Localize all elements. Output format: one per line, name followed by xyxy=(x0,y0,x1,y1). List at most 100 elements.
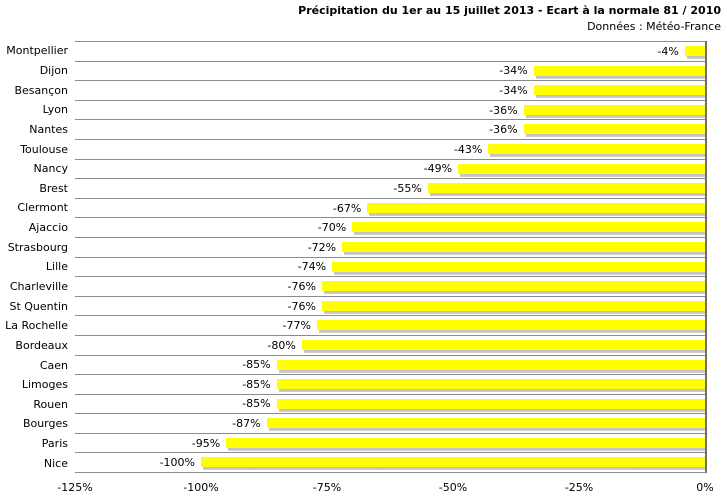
bar-row: -72% xyxy=(75,236,705,257)
bar-row: -36% xyxy=(75,99,705,120)
value-label: -76% xyxy=(287,299,316,313)
bar xyxy=(342,241,705,252)
value-label: -49% xyxy=(423,162,453,176)
bar xyxy=(352,222,705,233)
value-label: -70% xyxy=(317,221,347,235)
bar-row: -36% xyxy=(75,119,705,139)
category-label: Bourges xyxy=(22,417,68,431)
category-label: Charleville xyxy=(9,280,68,293)
bar xyxy=(321,281,705,292)
value-label: -34% xyxy=(499,64,528,78)
bar xyxy=(266,418,705,429)
value-label: -76% xyxy=(287,279,316,293)
category-label: Montpellier xyxy=(6,44,68,58)
bar xyxy=(488,143,705,154)
value-label: -77% xyxy=(282,319,311,333)
value-label: -43% xyxy=(453,142,483,156)
bar xyxy=(276,359,705,370)
value-label: -80% xyxy=(267,338,296,352)
value-label: -36% xyxy=(489,123,518,137)
x-tick-label: -125% xyxy=(57,481,93,494)
value-label: -85% xyxy=(242,358,271,372)
bar xyxy=(226,437,705,448)
category-label: Toulouse xyxy=(20,142,68,156)
category-label: Bordeaux xyxy=(15,338,68,352)
bar-row: -100% xyxy=(75,452,705,472)
bar xyxy=(321,300,705,311)
bar-row: -34% xyxy=(75,80,705,100)
bar xyxy=(684,46,705,56)
category-axis: Montpellier Dijon Besançon Lyon Nantes Toulou… xyxy=(0,41,68,473)
bar-row: -34% xyxy=(75,60,705,81)
bar xyxy=(533,85,705,96)
bar-row: -85% xyxy=(75,393,705,414)
bar-row: -85% xyxy=(75,354,705,375)
bar-row: -55% xyxy=(75,178,705,198)
bar-row: -87% xyxy=(75,413,705,433)
category-label: Brest xyxy=(39,181,68,195)
chart-title: Précipitation du 1er au 15 juillet 2013 … xyxy=(298,4,721,17)
category-label: Ajaccio xyxy=(28,221,68,235)
value-label: -74% xyxy=(297,260,327,274)
bar-row: -95% xyxy=(75,432,705,453)
bar-row: -49% xyxy=(75,158,705,179)
bar xyxy=(276,398,705,409)
value-label: -34% xyxy=(499,83,528,97)
bar-row: -76% xyxy=(75,295,705,316)
value-label: -72% xyxy=(307,240,337,254)
category-label: Lille xyxy=(45,260,68,274)
category-label: Dijon xyxy=(39,63,68,77)
value-label: -36% xyxy=(489,103,518,117)
category-label: Nancy xyxy=(33,162,69,176)
category-label: Caen xyxy=(39,358,68,372)
x-tick-label: 0% xyxy=(696,481,714,494)
x-tick-label: -25% xyxy=(564,481,594,494)
bar xyxy=(367,202,705,213)
bar xyxy=(533,65,705,76)
bar-row: -77% xyxy=(75,315,705,335)
bar-row: -74% xyxy=(75,256,705,277)
value-label: -55% xyxy=(393,181,422,195)
category-label: Clermont xyxy=(17,201,68,215)
value-label: -4% xyxy=(657,44,679,58)
bar-row: -80% xyxy=(75,334,705,355)
x-tick-label: -75% xyxy=(312,481,342,494)
bar-row: -4% xyxy=(75,41,705,61)
category-label: La Rochelle xyxy=(5,319,68,333)
bar xyxy=(301,339,705,350)
value-label: -85% xyxy=(242,397,271,411)
value-axis: -125% -100% -75% -50% -25% 0% xyxy=(0,479,727,495)
bar xyxy=(332,261,705,272)
value-label: -95% xyxy=(191,436,221,450)
value-label: -67% xyxy=(332,201,362,215)
bar-row: -76% xyxy=(75,276,705,296)
bar-row: -67% xyxy=(75,197,705,218)
value-label: -85% xyxy=(242,377,271,391)
bar xyxy=(523,104,705,115)
bar-row: -85% xyxy=(75,374,705,394)
category-label: Besançon xyxy=(14,83,68,97)
bar-row: -43% xyxy=(75,138,705,159)
category-label: Strasbourg xyxy=(7,240,68,254)
category-label: Lyon xyxy=(42,103,68,117)
bar xyxy=(523,124,705,135)
value-label: -100% xyxy=(159,456,195,470)
bar xyxy=(458,163,705,174)
value-label: -87% xyxy=(232,417,261,431)
category-label: Nice xyxy=(43,456,68,470)
bar xyxy=(316,320,705,331)
bar xyxy=(201,457,705,468)
category-label: St Quentin xyxy=(9,299,68,313)
category-label: Limoges xyxy=(21,378,68,392)
bar-row: -70% xyxy=(75,217,705,237)
x-tick-label: -50% xyxy=(438,481,468,494)
category-label: Paris xyxy=(41,437,68,451)
bar xyxy=(427,183,705,194)
category-label: Rouen xyxy=(33,397,68,411)
bar xyxy=(276,379,705,390)
x-tick-label: -100% xyxy=(183,481,219,494)
category-label: Nantes xyxy=(29,122,68,136)
chart-subtitle: Données : Météo-France xyxy=(587,20,721,33)
plot-area: -4% -34% -34% -36% -36% -43% -49% -55% -67% -70% -… xyxy=(75,41,707,473)
